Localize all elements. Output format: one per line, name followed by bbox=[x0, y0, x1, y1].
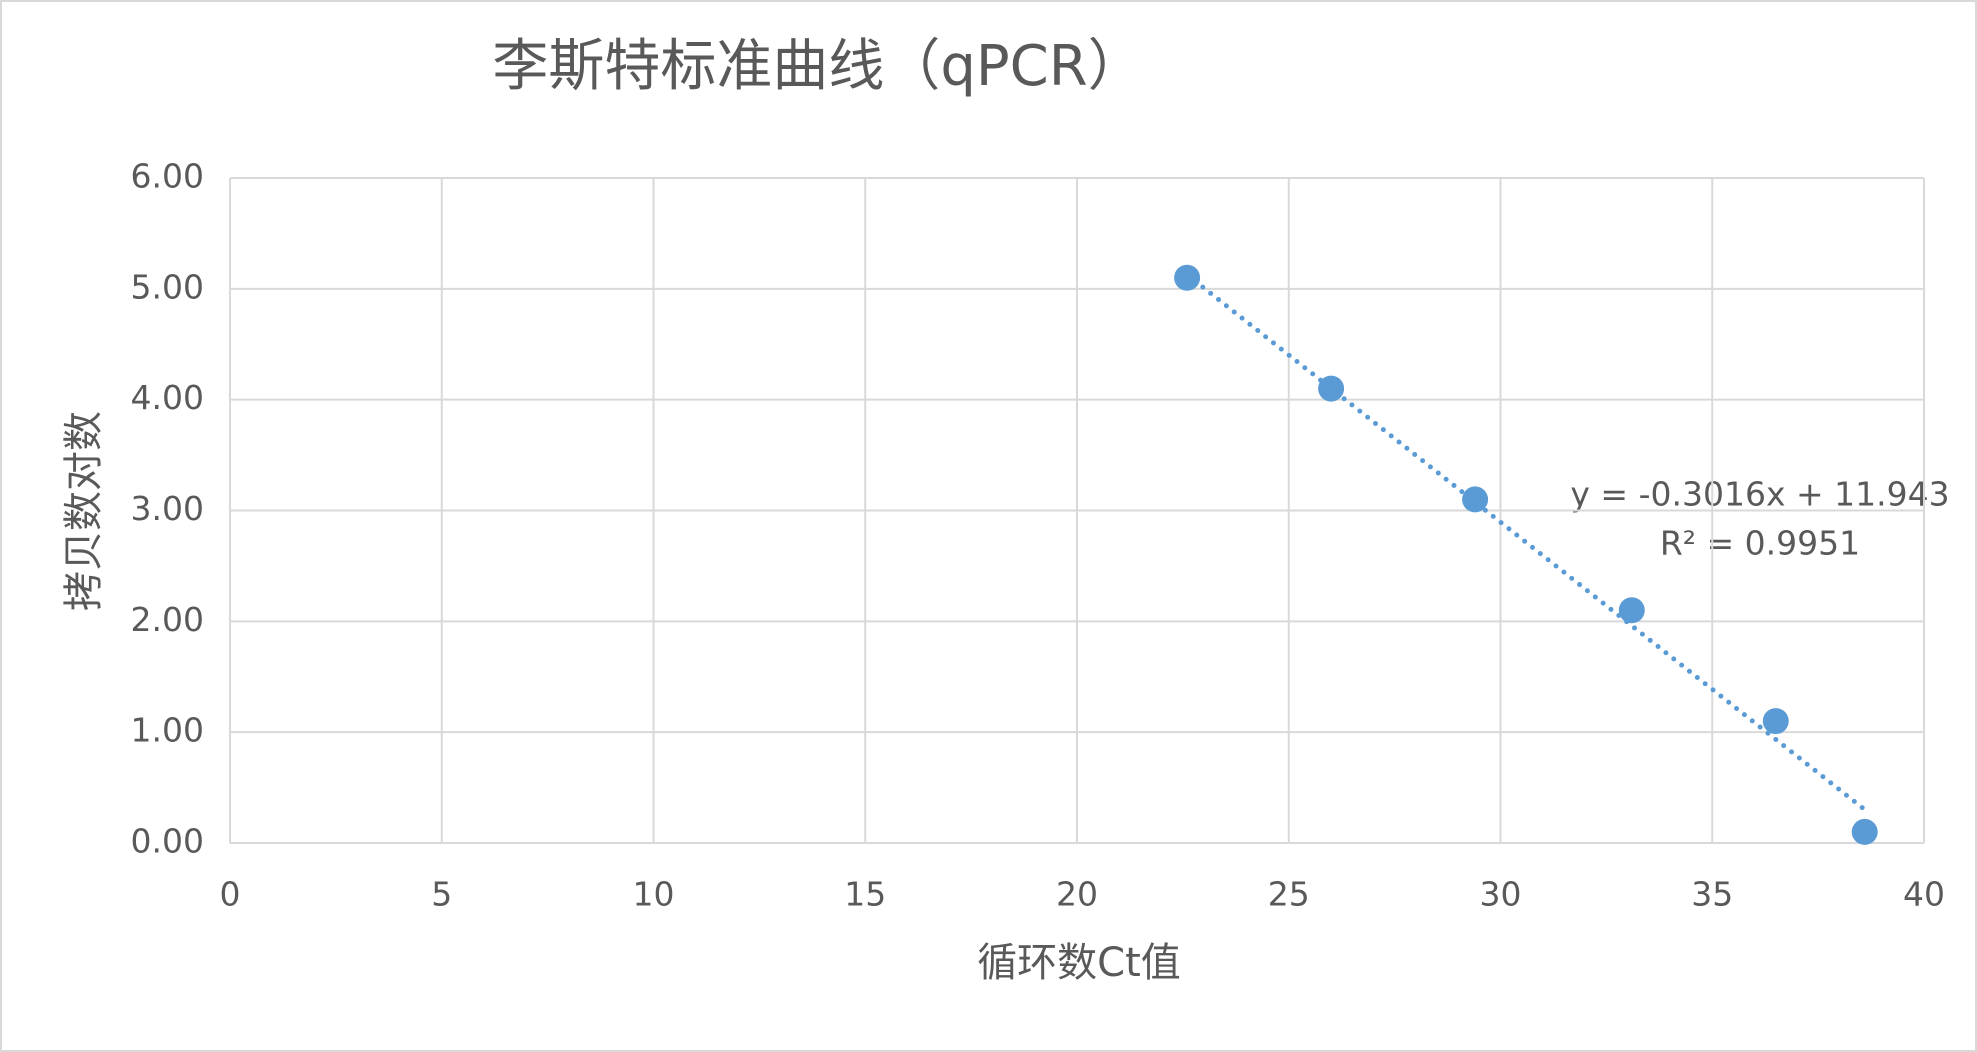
y-tick-label: 0.00 bbox=[131, 822, 204, 861]
x-tick-label: 5 bbox=[431, 875, 452, 914]
trendline-equation: y = -0.3016x + 11.943 bbox=[1570, 475, 1949, 514]
x-tick-label: 35 bbox=[1691, 875, 1733, 914]
y-tick-label: 5.00 bbox=[131, 267, 204, 306]
x-tick-label: 40 bbox=[1903, 875, 1945, 914]
data-point bbox=[1174, 264, 1201, 291]
x-tick-label: 0 bbox=[220, 875, 241, 914]
x-tick-label: 20 bbox=[1056, 875, 1098, 914]
data-point bbox=[1762, 708, 1789, 735]
data-point bbox=[1618, 597, 1645, 624]
y-tick-label: 3.00 bbox=[131, 489, 204, 528]
trendline-r2: R² = 0.9951 bbox=[1660, 524, 1860, 563]
x-tick-label: 10 bbox=[633, 875, 675, 914]
chart-title: 李斯特标准曲线（qPCR） bbox=[492, 34, 1143, 99]
y-tick-label: 6.00 bbox=[131, 157, 204, 196]
y-tick-label: 1.00 bbox=[131, 711, 204, 750]
y-tick-label: 4.00 bbox=[131, 378, 204, 417]
data-point bbox=[1318, 375, 1345, 402]
y-tick-label: 2.00 bbox=[131, 600, 204, 639]
y-axis-label: 拷贝数对数 bbox=[61, 411, 107, 611]
data-point bbox=[1462, 486, 1489, 513]
x-tick-label: 15 bbox=[844, 875, 886, 914]
x-tick-label: 25 bbox=[1268, 875, 1310, 914]
trendline bbox=[1184, 272, 1868, 813]
data-point bbox=[1851, 818, 1878, 845]
x-axis-label: 循环数Ct值 bbox=[977, 940, 1181, 986]
x-tick-label: 30 bbox=[1480, 875, 1522, 914]
